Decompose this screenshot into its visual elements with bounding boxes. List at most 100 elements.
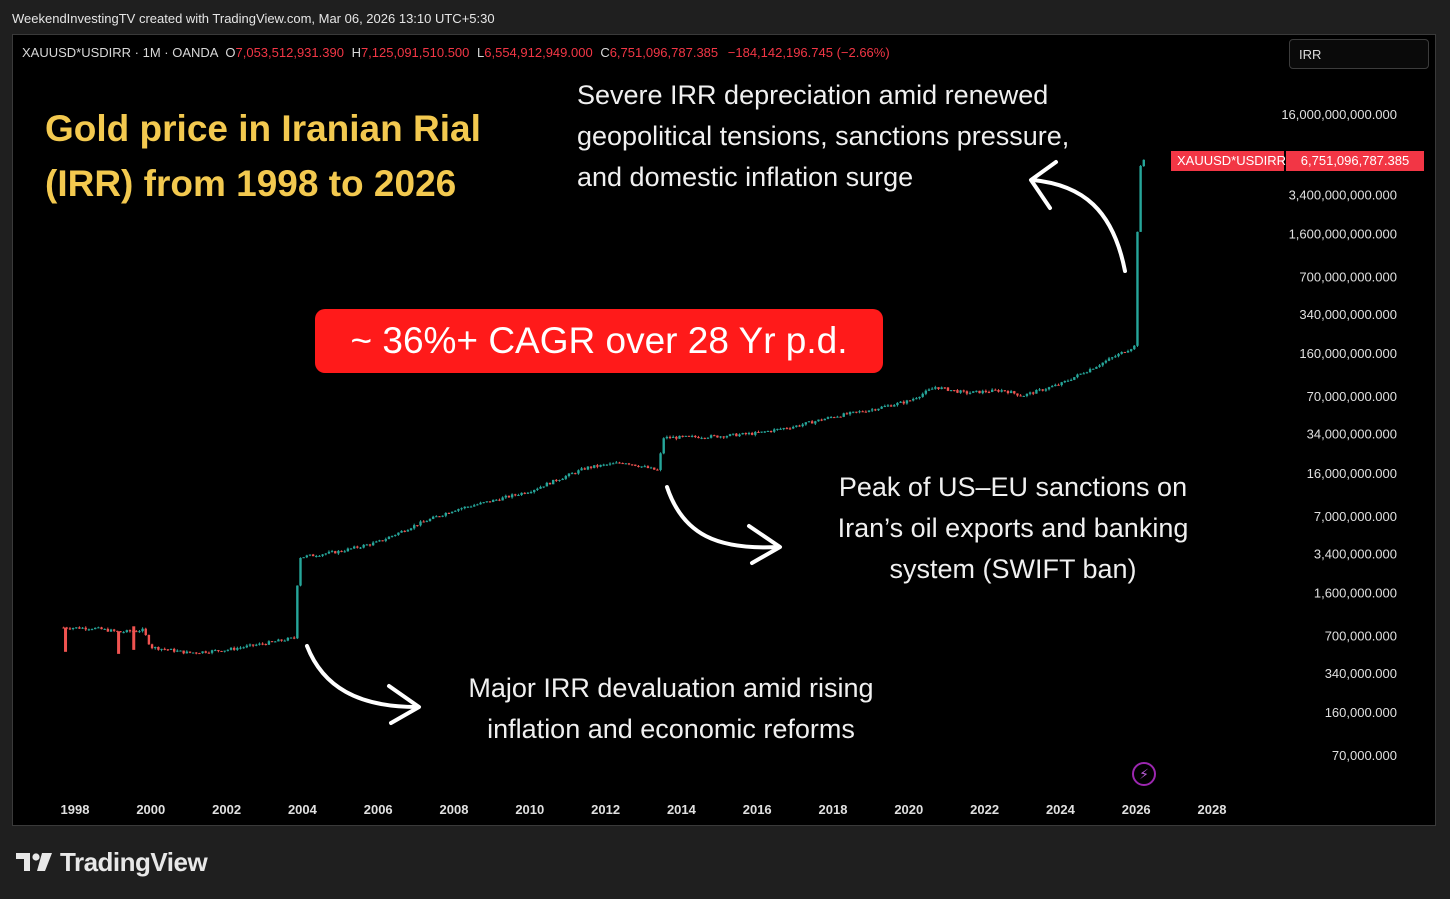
candle-body [245,645,249,648]
ohlc-legend[interactable]: XAUUSD*USDIRR · 1M · OANDA O7,053,512,93… [22,45,890,60]
candle-body [937,387,940,390]
candle-body [236,648,239,650]
candle-body [68,628,72,630]
currency-selector[interactable]: IRR [1289,39,1429,69]
x-tick-label: 1998 [61,802,90,817]
candle-body [681,435,684,437]
price-chart[interactable]: 70,000.000 160,000.000 340,000.000 700,000.… [13,35,1436,826]
candle-body [719,436,722,438]
arrow-bottom [305,644,419,709]
candle-body [997,390,1000,392]
candle-body [561,478,564,481]
chart-title-line1: Gold price in Iranian Rial [45,108,481,149]
chart-credit: WeekendInvestingTV created with TradingV… [12,11,495,26]
candle-body [305,555,309,558]
candle-body [1142,159,1145,167]
candle-body [899,401,902,403]
chart-title-line2: (IRR) from 1998 to 2026 [45,163,457,204]
candle-body [902,401,905,404]
candle-body [589,466,593,468]
y-tick-label: 3,400,000,000.000 [1289,187,1397,202]
candle-body [191,652,195,654]
candle-body [1107,358,1111,361]
candle-body [624,463,628,465]
annotation-bottom-line2: inflation and economic reforms [487,714,855,744]
candle-body [172,648,176,652]
candle-body [495,499,498,501]
candle-body [1117,353,1120,357]
candle-body [684,435,688,437]
candle-body [435,516,438,518]
candle-body [542,486,545,488]
candle-body [728,434,732,437]
candle-body [166,649,170,651]
candle-body [368,544,372,546]
x-tick-label: 2002 [212,802,241,817]
annotation-middle: Peak of US–EU sanctions on Iran’s oil ex… [803,467,1223,590]
candle-body [735,433,738,437]
annotation-middle-line1: Peak of US–EU sanctions on [838,472,1188,502]
x-axis[interactable]: 1998 2000 2002 2004 2006 2008 2010 2012 2014 2016… [61,802,1227,817]
candle-body [264,644,267,646]
chart-pane[interactable]: 70,000.000 160,000.000 340,000.000 700,000.… [12,34,1436,826]
candle-body [615,462,618,464]
candle-body [1139,166,1142,232]
candle-body [90,629,94,631]
candle-body [801,424,804,427]
y-tick-label: 34,000,000.000 [1307,427,1397,442]
candle-body [1133,345,1136,350]
x-tick-label: 2026 [1122,802,1151,817]
candle-body [766,430,770,432]
candle-body [943,387,947,389]
candle-body [1085,372,1089,374]
candle-body [949,390,953,392]
candle-body [662,438,665,454]
candle-body [397,532,400,535]
candle-body [371,542,375,546]
candle-body [346,548,350,552]
candle-body [157,647,160,650]
legend-symbol[interactable]: XAUUSD*USDIRR · 1M · OANDA [22,45,218,60]
y-axis[interactable]: 70,000.000 160,000.000 340,000.000 700,000.… [1281,107,1397,763]
candle-body [330,551,334,553]
y-tick-label: 7,000,000.000 [1314,509,1397,524]
candle-body [154,647,157,649]
candle-body [286,637,290,641]
candle-body [466,506,470,508]
candle-body [741,433,744,435]
candle-body [1006,391,1010,394]
candle-body [956,390,959,393]
candle-body [1123,352,1127,354]
candle-body [1095,366,1098,369]
candle-body [750,433,754,435]
candle-body [570,473,574,475]
legend-open-label: O [225,45,236,60]
candle-body [934,387,937,389]
candle-body [829,417,833,419]
candle-body [975,390,978,392]
candle-body [195,652,198,654]
candle-body [643,466,646,468]
candle-body [210,650,214,653]
candle-body [605,464,609,466]
candle-body [384,539,387,541]
candle-body [454,510,457,512]
y-tick-label: 70,000,000.000 [1307,389,1397,404]
candle-body [1088,369,1092,373]
candle-body [185,651,189,654]
tradingview-branding[interactable]: TradingView [14,846,208,878]
candle-body [267,641,271,645]
candle-body [529,492,533,494]
candle-body [242,647,245,649]
candle-body [220,650,223,652]
lightning-icon[interactable]: ⚡ [1132,762,1156,786]
candle-body [668,436,672,438]
candle-body [447,512,451,514]
candle-body [877,408,880,411]
candle-body [747,433,751,435]
candle-body [394,534,397,536]
candle-body [1110,357,1114,359]
candle-body [984,390,988,392]
candle-body [117,631,121,654]
candle-body [870,409,874,411]
